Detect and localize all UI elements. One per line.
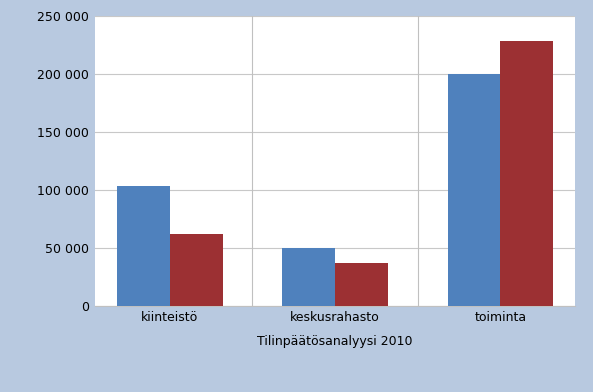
X-axis label: Tilinpäätösanalyysi 2010: Tilinpäätösanalyysi 2010 (257, 336, 413, 348)
Bar (500, 41, 553, 306)
Bar (170, 234, 222, 306)
Bar (117, 186, 170, 306)
Bar (335, 263, 388, 306)
Bar (282, 248, 335, 306)
Bar (448, 74, 500, 306)
